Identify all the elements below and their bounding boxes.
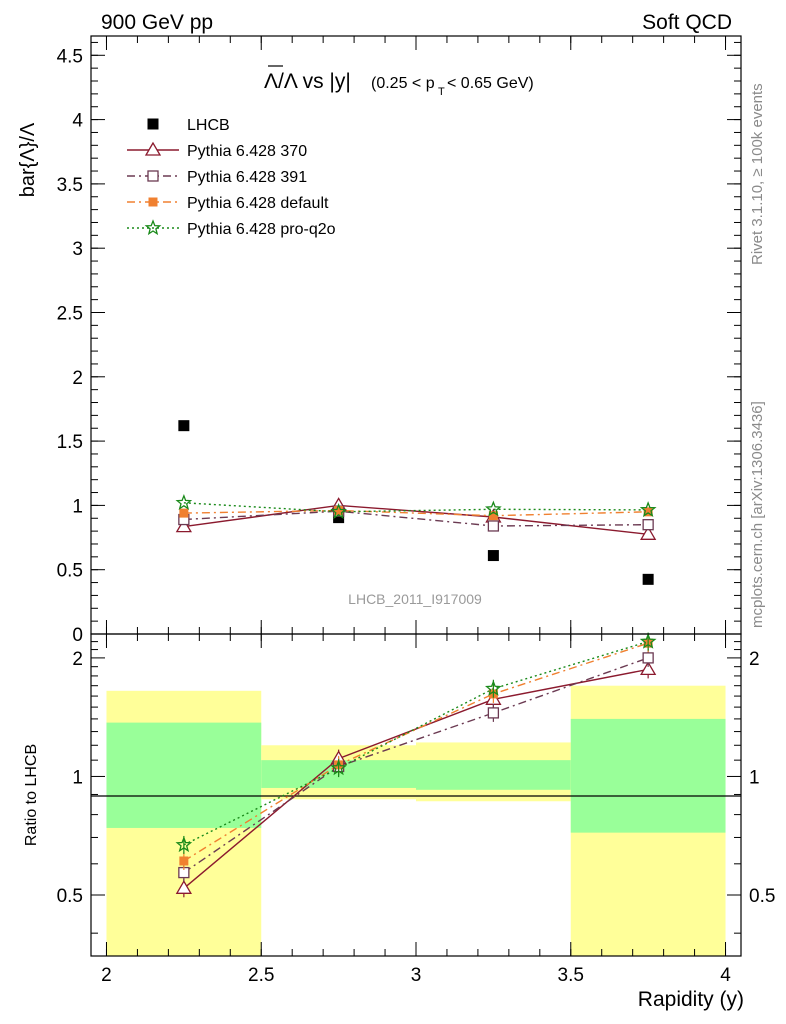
main-ytick-label: 0.5: [57, 561, 83, 582]
main-ytick-label: 0: [72, 625, 83, 646]
main-point-pythia-6-428-default: [334, 506, 344, 516]
main-ytick-label: 2.5: [57, 303, 83, 324]
main-point-pythia-6-428-default: [643, 507, 653, 517]
main-ytick-label: 3: [72, 239, 83, 260]
main-series-markers: [175, 420, 657, 585]
ratio-point-pythia-6-428-pro-q2o: [485, 679, 502, 696]
ratio-uncertainty-bands: [106, 685, 726, 956]
ratio-point-pythia-6-428-370: [175, 880, 192, 894]
plot-title: Λ/Λ vs |y| (0.25 < p T < 0.65 GeV): [264, 65, 534, 98]
main-point-pythia-6-428-pro-q2o: [639, 501, 657, 518]
ratio-ytick-label-right: 0.5: [749, 886, 775, 907]
ratio-line-pythia-6-428-391: [183, 657, 649, 874]
header-right: Soft QCD: [642, 11, 732, 34]
legend: LHCB Pythia 6.428 370 Pythia 6.428 391 Pyth…: [127, 117, 336, 238]
main-axes: 0 0.5 1 1.5 2 2.5 3 3.5 4 4.5: [57, 36, 741, 646]
ratio-series-lines: [183, 640, 649, 889]
main-point-pythia-6-428-370: [175, 518, 192, 533]
band-green-0: [106, 722, 262, 828]
ratio-series-markers: [175, 632, 657, 898]
ratio-line-pythia-6-428-370: [183, 668, 649, 889]
legend-marker-pythia-6-428-default: [148, 197, 158, 207]
ratio-point-pythia-6-428-370: [640, 661, 657, 676]
main-point-lhcb: [487, 550, 499, 562]
main-point-lhcb: [642, 573, 654, 585]
ratio-ytick-label-right: 1: [749, 767, 760, 788]
title-cut-close: < 0.65 GeV): [447, 75, 534, 92]
main-point-pythia-6-428-pro-q2o: [175, 493, 193, 510]
main-point-pythia-6-428-default: [179, 508, 189, 518]
ratio-ytick-label-right: 2: [749, 649, 760, 670]
ratio-point-pythia-6-428-391: [642, 652, 654, 664]
ratio-ytick-label: 0.5: [57, 886, 83, 907]
title-cut-sub: T: [438, 86, 445, 98]
main-line-pythia-6-428-391: [183, 510, 649, 527]
mcplots-label: mcplots.cern.ch [arXiv:1306.3436]: [749, 401, 766, 628]
title-cut-open: (0.25 < p: [371, 75, 435, 92]
band-green-2: [416, 760, 571, 790]
main-line-pythia-6-428-370: [183, 504, 649, 535]
main-ytick-label: 1.5: [57, 432, 83, 453]
main-ytick-label: 2: [72, 368, 83, 389]
legend-label-pythia-6-428-391: Pythia 6.428 391: [187, 169, 307, 186]
ratio-xtick-label: 2.5: [248, 965, 274, 986]
rivet-label: Rivet 3.1.10, ≥ 100k events: [749, 83, 766, 265]
ratio-line-pythia-6-428-pro-q2o: [183, 640, 649, 846]
main-point-pythia-6-428-370: [640, 526, 657, 540]
ratio-point-pythia-6-428-pro-q2o: [330, 759, 348, 776]
ratio-point-pythia-6-428-pro-q2o: [639, 632, 657, 649]
ratio-xtick-label: 2: [101, 965, 112, 986]
legend-marker-pythia-6-428-370: [144, 141, 162, 156]
legend-marker-lhcb: [147, 118, 159, 130]
header-left: 900 GeV pp: [101, 11, 213, 34]
main-ytick-label: 4: [72, 111, 83, 132]
ratio-ylabel: Ratio to LHCB: [23, 744, 40, 846]
ratio-axes: 0.5 0.5 1 1 2 2 2 2.5 3 3.5 4: [57, 634, 775, 986]
watermark: LHCB_2011_I917009: [348, 591, 482, 607]
ratio-point-pythia-6-428-391: [487, 707, 500, 719]
legend-label-pythia-6-428-pro-q2o: Pythia 6.428 pro-q2o: [187, 221, 336, 238]
main-point-pythia-6-428-391: [642, 519, 654, 531]
ratio-xtick-label: 4: [720, 965, 731, 986]
ratio-line-pythia-6-428-default: [183, 642, 649, 862]
main-series-lines: [183, 502, 649, 535]
ratio-xtick-label: 3: [411, 965, 422, 986]
legend-marker-pythia-6-428-391: [147, 170, 159, 182]
main-point-lhcb: [178, 420, 190, 432]
main-point-lhcb: [333, 512, 345, 524]
legend-label-pythia-6-428-370: Pythia 6.428 370: [187, 143, 307, 160]
main-line-pythia-6-428-default: [183, 509, 649, 517]
ratio-ytick-label: 1: [72, 767, 83, 788]
legend-marker-pythia-6-428-pro-q2o: [144, 219, 162, 236]
ratio-xlabel: Rapidity (y): [638, 988, 744, 1011]
main-point-pythia-6-428-pro-q2o: [330, 502, 347, 519]
ratio-ytick-label: 2: [72, 649, 83, 670]
main-ytick-label: 1: [72, 496, 83, 517]
title-main: Λ/Λ vs |y|: [264, 70, 351, 93]
main-line-pythia-6-428-pro-q2o: [183, 502, 649, 513]
main-point-pythia-6-428-default: [488, 511, 498, 521]
ratio-point-pythia-6-428-default: [179, 856, 189, 866]
ratio-xtick-label: 3.5: [558, 965, 584, 986]
main-point-pythia-6-428-pro-q2o: [485, 500, 502, 517]
legend-label-lhcb: LHCB: [187, 117, 230, 134]
band-green-3: [570, 718, 726, 833]
main-ytick-label: 3.5: [57, 175, 83, 196]
ratio-point-pythia-6-428-pro-q2o: [175, 836, 193, 853]
main-ylabel: bar{Λ}/Λ: [17, 122, 39, 197]
legend-label-pythia-6-428-default: Pythia 6.428 default: [187, 195, 329, 212]
main-ytick-label: 4.5: [57, 46, 83, 67]
main-point-pythia-6-428-391: [487, 520, 500, 532]
